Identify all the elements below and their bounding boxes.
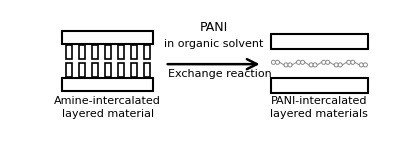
Ellipse shape (322, 60, 326, 64)
Text: Exchange reaction: Exchange reaction (168, 69, 272, 79)
Ellipse shape (363, 63, 368, 67)
Bar (79, 63, 85, 77)
Ellipse shape (284, 63, 288, 67)
Bar (62, 31, 153, 44)
Ellipse shape (288, 63, 292, 67)
Bar (66, 45, 71, 59)
Ellipse shape (297, 60, 301, 64)
Ellipse shape (334, 63, 338, 67)
Bar (66, 63, 71, 77)
Ellipse shape (301, 60, 304, 64)
Bar (79, 45, 85, 59)
Bar (62, 78, 153, 91)
Ellipse shape (338, 63, 342, 67)
Text: Amine-intercalated: Amine-intercalated (55, 96, 161, 106)
Bar (105, 45, 111, 59)
Ellipse shape (313, 63, 317, 67)
Ellipse shape (326, 60, 330, 64)
Bar (131, 45, 137, 59)
Bar (144, 63, 150, 77)
Ellipse shape (309, 63, 313, 67)
Bar (92, 63, 98, 77)
Text: PANI: PANI (200, 21, 228, 34)
Ellipse shape (347, 60, 351, 64)
Bar (270, 34, 368, 49)
Bar (131, 63, 137, 77)
Text: layered material: layered material (62, 109, 154, 119)
Bar (118, 45, 124, 59)
Bar (92, 45, 98, 59)
Bar (270, 78, 368, 93)
Bar (144, 45, 150, 59)
Ellipse shape (276, 60, 280, 64)
Ellipse shape (359, 63, 363, 67)
Ellipse shape (351, 60, 355, 64)
Text: in organic solvent: in organic solvent (164, 39, 263, 49)
Text: PANI-intercalated: PANI-intercalated (271, 96, 368, 106)
Ellipse shape (271, 60, 276, 64)
Bar (105, 63, 111, 77)
Text: layered materials: layered materials (270, 109, 368, 119)
Bar (118, 63, 124, 77)
